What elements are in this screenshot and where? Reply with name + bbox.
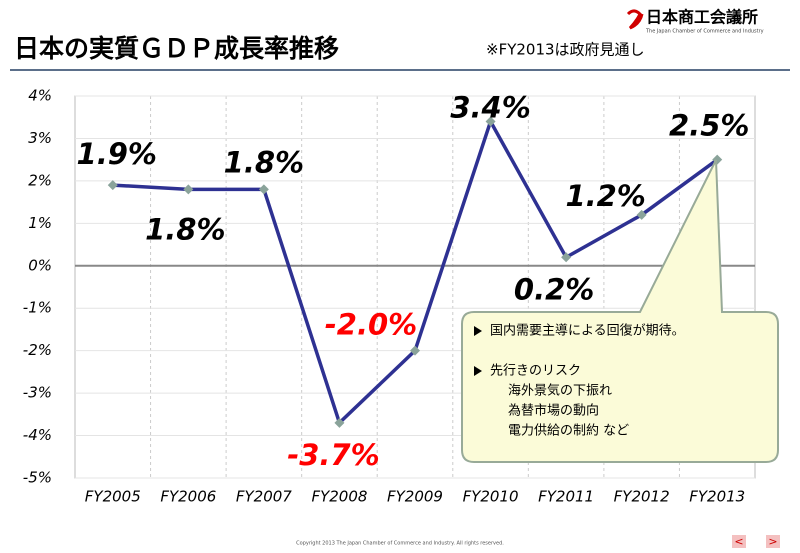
logo: 日本商工会議所 The Japan Chamber of Commerce an… (626, 8, 764, 35)
callout-box (461, 159, 779, 463)
nav-prev[interactable]: < (732, 535, 746, 548)
x-tick-label: FY2005 (85, 488, 141, 506)
data-label: 3.4% (450, 90, 530, 124)
y-tick-label: -5% (23, 469, 52, 487)
y-tick-label: 3% (28, 129, 52, 147)
y-tick-label: 0% (28, 256, 52, 274)
marker (107, 180, 118, 191)
data-label: -3.7% (287, 438, 379, 472)
data-label: 0.2% (514, 272, 594, 306)
data-label: 1.9% (77, 137, 157, 171)
y-tick-label: 1% (28, 214, 52, 232)
logo-subtitle: The Japan Chamber of Commerce and Indust… (645, 29, 764, 35)
data-label: 1.8% (224, 145, 304, 179)
risk-item: 海外景気の下振れ (508, 383, 612, 399)
logo-name: 日本商工会議所 (646, 8, 758, 27)
marker (636, 209, 647, 220)
nav-label[interactable]: > (768, 535, 777, 548)
marker (485, 116, 496, 127)
y-tick-label: -1% (23, 299, 52, 317)
note: ※FY2013は政府見通し (486, 41, 645, 59)
marker (334, 417, 345, 428)
callout: 国内需要主導による回復が期待。 先行きのリスク 海外景気の下振れ 為替市場の動向… (461, 159, 779, 463)
nav-button[interactable] (766, 535, 780, 548)
nav-label[interactable]: < (734, 535, 743, 548)
callout-item: 国内需要主導による回復が期待。 (490, 323, 685, 339)
y-tick-label: 4% (28, 87, 52, 105)
y-tick-label: -4% (23, 426, 52, 444)
y-tick-label: -3% (23, 384, 52, 402)
nav-next[interactable]: > (766, 535, 780, 548)
logo-mark (626, 9, 644, 30)
marker (561, 252, 572, 263)
marker (258, 184, 269, 195)
x-tick-label: FY2013 (689, 488, 745, 506)
risk-item: 電力供給の制約 など (508, 424, 629, 439)
footer: Copyright 2013 The Japan Chamber of Comm… (296, 541, 504, 547)
x-tick-label: FY2008 (311, 488, 367, 506)
x-tick-label: FY2011 (538, 488, 594, 506)
y-tick-label: 2% (28, 171, 52, 189)
chart: -5% -4% -3% -2% -1% 0% 1% 2% 3% 4% FY2005 FY2006 FY2… (23, 87, 755, 506)
bullet (474, 366, 482, 376)
data-label: -2.0% (325, 308, 417, 342)
y-tick-label: -2% (23, 341, 52, 359)
x-tick-label: FY2009 (387, 488, 443, 506)
chart-title: 日本の実質ＧＤＰ成長率推移 (14, 34, 339, 63)
marker (410, 345, 420, 356)
data-label: 1.2% (565, 179, 645, 213)
data-label: 2.5% (669, 109, 749, 143)
data-label: 1.8% (145, 212, 225, 246)
marker (183, 184, 194, 195)
x-tick-label: FY2007 (236, 488, 292, 506)
callout-item: 先行きのリスク (490, 364, 581, 379)
x-tick-label: FY2006 (160, 488, 216, 506)
x-tick-label: FY2012 (614, 488, 670, 506)
nav-button[interactable] (732, 535, 746, 548)
risk-item: 為替市場の動向 (508, 403, 599, 419)
bullet (474, 326, 482, 336)
x-tick-label: FY2010 (463, 488, 519, 506)
